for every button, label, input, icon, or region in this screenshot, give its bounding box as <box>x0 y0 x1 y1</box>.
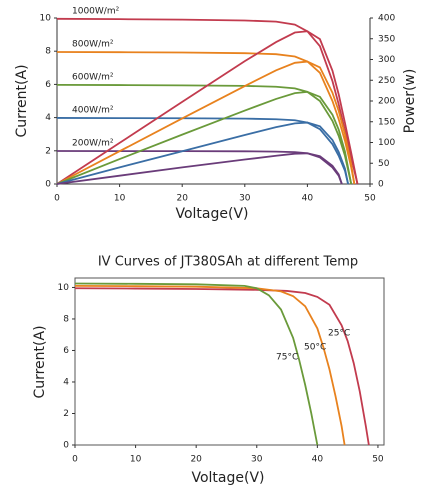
y-tick-label: 10 <box>58 283 70 293</box>
x-tick-label: 20 <box>176 194 188 204</box>
y2-tick-label: 350 <box>378 34 395 44</box>
y-tick-label: 6 <box>45 80 51 90</box>
iv-curve <box>74 282 319 446</box>
x-tick-label: 30 <box>251 455 263 465</box>
y2-tick-label: 150 <box>378 117 395 127</box>
power-curve <box>56 90 353 185</box>
series-label: 1000W/m² <box>72 6 120 16</box>
x-axis-title: Voltage(V) <box>175 206 248 222</box>
series-label: 25°C <box>328 329 350 339</box>
x-tick-label: 30 <box>239 194 251 204</box>
y-tick-label: 2 <box>63 409 69 419</box>
y2-tick-label: 400 <box>378 14 395 24</box>
series-label: 200W/m² <box>72 138 114 148</box>
y-tick-label: 0 <box>45 180 51 190</box>
iv-curve <box>74 287 370 446</box>
y2-tick-label: 250 <box>378 76 395 86</box>
x-axis-title: Voltage(V) <box>191 470 264 486</box>
power-curve <box>56 60 356 185</box>
y-tick-label: 8 <box>63 314 69 324</box>
series-label: 600W/m² <box>72 72 114 82</box>
iv-curve <box>74 284 346 446</box>
plot-frame <box>74 277 385 446</box>
power-curve <box>56 30 359 185</box>
y2-tick-label: 200 <box>378 97 395 107</box>
power-curve <box>56 121 349 185</box>
y-tick-label: 6 <box>63 346 69 356</box>
x-tick-label: 10 <box>130 455 142 465</box>
x-tick-label: 40 <box>302 194 314 204</box>
series-label: 800W/m² <box>72 40 114 50</box>
power-curve <box>56 152 343 185</box>
series-label: 50°C <box>304 343 326 353</box>
y2-tick-label: 50 <box>378 159 390 169</box>
x-tick-label: 20 <box>190 455 202 465</box>
y-tick-label: 4 <box>45 113 51 123</box>
x-tick-label: 0 <box>72 455 78 465</box>
y-tick-label: 0 <box>63 441 69 451</box>
series-label: 400W/m² <box>72 105 114 115</box>
y-tick-label: 4 <box>63 377 69 387</box>
y2-tick-label: 300 <box>378 55 395 65</box>
y2-axis-title: Power(w) <box>402 69 418 134</box>
y-tick-label: 8 <box>45 47 51 57</box>
iv-curve <box>56 83 353 185</box>
x-tick-label: 50 <box>372 455 384 465</box>
y-axis-title: Current(A) <box>32 325 48 398</box>
x-tick-label: 40 <box>312 455 324 465</box>
chart-title: IV Curves of JT380SAh at different Temp <box>98 255 358 270</box>
iv-curve <box>56 117 349 185</box>
x-tick-label: 0 <box>54 194 60 204</box>
y2-tick-label: 0 <box>378 180 384 190</box>
x-tick-label: 50 <box>364 194 376 204</box>
y-axis-title: Current(A) <box>14 64 30 137</box>
y-tick-label: 2 <box>45 146 51 156</box>
series-label: 75°C <box>276 353 298 363</box>
y2-tick-label: 100 <box>378 138 395 148</box>
x-tick-label: 10 <box>114 194 126 204</box>
y-tick-label: 10 <box>40 14 52 24</box>
